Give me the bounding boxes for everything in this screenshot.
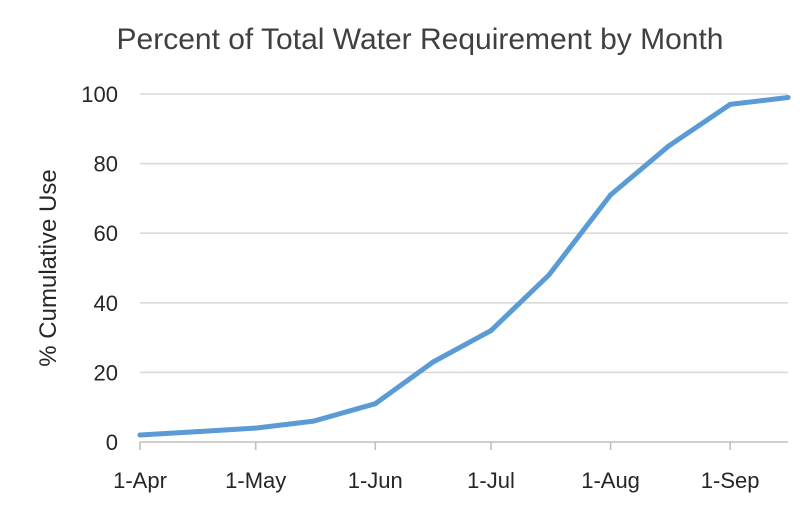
x-tick-label: 1-Jul <box>467 468 515 493</box>
chart-title: Percent of Total Water Requirement by Mo… <box>117 23 724 56</box>
data-point <box>488 328 494 334</box>
series-line-cumulative-use <box>137 95 791 438</box>
y-tick-label: 40 <box>94 291 118 316</box>
data-point <box>665 143 671 149</box>
x-tick-label: 1-Apr <box>113 468 167 493</box>
y-tick-label: 60 <box>94 221 118 246</box>
data-point <box>430 359 436 365</box>
y-axis-title: % Cumulative Use <box>35 169 62 366</box>
data-point <box>372 401 378 407</box>
x-tick-label: 1-Sep <box>701 468 760 493</box>
data-point <box>546 272 552 278</box>
data-point <box>311 418 317 424</box>
data-point <box>785 94 791 100</box>
data-point <box>137 432 143 438</box>
gridlines <box>140 93 788 374</box>
y-tick-label: 20 <box>94 360 118 385</box>
x-tick-label: 1-Aug <box>581 468 640 493</box>
y-tick-label: 100 <box>81 82 118 107</box>
x-axis-ticks: 1-Apr 1-May 1-Jun 1-Jul 1-Aug 1-Sep <box>113 442 760 493</box>
data-point <box>195 429 201 435</box>
series-layer <box>137 94 791 438</box>
x-tick-label: 1-May <box>225 468 286 493</box>
y-axis-ticks: 0 20 40 60 80 100 <box>81 82 118 455</box>
data-point <box>253 425 259 431</box>
y-tick-label: 80 <box>94 152 118 177</box>
y-tick-label: 0 <box>106 430 118 455</box>
data-point <box>727 101 733 107</box>
data-point <box>608 192 614 198</box>
x-tick-label: 1-Jun <box>348 468 403 493</box>
